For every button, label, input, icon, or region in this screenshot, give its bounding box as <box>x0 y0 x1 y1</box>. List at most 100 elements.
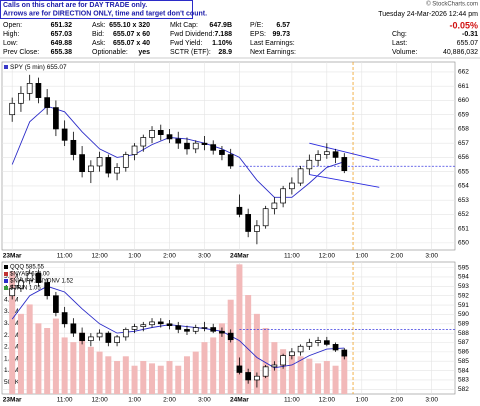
candle-body <box>96 157 103 167</box>
y-tick-label: 586 <box>458 349 469 356</box>
stat-value: yes <box>138 49 150 56</box>
legend-swatch <box>4 279 8 283</box>
legend-swatch <box>4 272 8 276</box>
quote-value: 40,886,032 <box>443 49 478 56</box>
volume-bar <box>131 365 138 394</box>
candle-body <box>289 351 295 356</box>
title-swatch <box>4 65 8 69</box>
chart-title: SPY (5 min) 655.07 <box>10 64 67 71</box>
candle-body <box>227 154 234 167</box>
candle-body <box>219 149 225 155</box>
volume-bar <box>17 313 24 394</box>
y-tick-label: 658 <box>458 126 469 133</box>
candle-body <box>26 83 33 94</box>
stat-value: 647.9B <box>209 22 232 29</box>
y-tick-label: 589 <box>458 321 469 328</box>
candle-body <box>35 272 42 283</box>
stat-label: Last Earnings: <box>250 40 295 47</box>
volume-bar <box>218 323 225 394</box>
candle-body <box>88 336 94 341</box>
volume-bar <box>192 351 199 394</box>
volume-bar <box>122 356 129 394</box>
candle-body <box>175 325 182 330</box>
candle-body <box>341 157 348 172</box>
candle-body <box>114 336 120 343</box>
y-tick-label: 588 <box>458 330 469 337</box>
candle-body <box>149 130 155 138</box>
stat-value: 651.32 <box>51 22 73 29</box>
candle-body <box>192 142 199 150</box>
candle-body <box>70 323 77 334</box>
y-tick-label: 651 <box>458 225 469 232</box>
x-tick-label: 12:00 <box>91 253 108 260</box>
legend-entry: $NYUPV:$NYDNV 1.52 <box>10 279 74 285</box>
legend-swatch <box>4 286 8 290</box>
candle-body <box>332 151 339 158</box>
candle-body <box>184 142 190 150</box>
stat-value: 657.03 <box>51 31 73 38</box>
stat-label: P/E: <box>250 22 263 29</box>
y-tick-label: 654 <box>458 183 469 190</box>
x-tick-label: 2:00 <box>390 253 403 260</box>
x-tick-label: 23Mar <box>3 253 22 260</box>
candle-body <box>157 130 164 135</box>
volume-bar <box>262 328 269 394</box>
volume-bar <box>157 365 164 394</box>
candle-body <box>53 295 59 313</box>
y-tick-label: 590 <box>458 311 469 318</box>
x-tick-label: 12:00 <box>319 397 336 404</box>
volume-bar <box>253 313 260 394</box>
volume-bar <box>87 346 94 394</box>
x-tick-label: 2:00 <box>163 253 176 260</box>
stat-label: Prev Close: <box>3 49 39 56</box>
y-tick-label: 660 <box>458 97 469 104</box>
candle-body <box>271 364 278 368</box>
volume-bar <box>323 361 330 394</box>
x-tick-label: 1:00 <box>355 253 368 260</box>
volume-bar <box>96 351 103 394</box>
volume-bar <box>227 299 234 394</box>
legend-entry: $TRIN 1.05 <box>10 286 41 292</box>
stat-value: 655.10 x 320 <box>109 22 150 29</box>
notice-box <box>0 0 193 19</box>
y-tick-label: 583 <box>458 377 469 384</box>
x-tick-label: 24Mar <box>230 253 249 260</box>
volume-bar <box>61 337 68 394</box>
candle-body <box>18 92 24 104</box>
quote-value: 655.07 <box>457 40 479 47</box>
volume-bar <box>210 337 217 394</box>
x-tick-label: 11:00 <box>284 397 300 404</box>
x-tick-label: 2:00 <box>163 397 176 404</box>
candle-body <box>61 312 68 325</box>
candle-body <box>61 128 68 141</box>
volume-bar <box>297 356 304 394</box>
stat-value: 655.07 x 60 <box>113 31 150 38</box>
stat-label: Open: <box>3 22 22 29</box>
x-tick-label: 12:00 <box>91 397 108 404</box>
candle-body <box>201 142 208 145</box>
x-tick-label: 12:00 <box>319 253 336 260</box>
y-tick-label: 584 <box>458 367 469 374</box>
x-tick-label: 3:00 <box>425 253 438 260</box>
legend-entry: QQQ 585.55 <box>10 265 45 271</box>
stat-value: 28.9 <box>218 49 232 56</box>
candle-body <box>323 151 330 155</box>
quote-label: Last: <box>392 40 407 47</box>
x-tick-label: 24Mar <box>230 397 249 404</box>
y-tick-label: 591 <box>458 302 469 309</box>
x-tick-label: 23Mar <box>3 397 22 404</box>
candle-body <box>26 272 33 282</box>
candle-body <box>184 329 190 332</box>
candle-body <box>105 157 112 174</box>
volume-bar <box>52 318 59 394</box>
candle-body <box>79 154 85 173</box>
candle-body <box>262 366 269 377</box>
y-tick-label: 594 <box>458 274 469 281</box>
legend-swatch <box>4 265 8 269</box>
volume-bar <box>175 365 182 394</box>
credit: © StockCharts.com <box>426 1 478 8</box>
candle-body <box>140 137 147 147</box>
candle-body <box>210 144 217 151</box>
candle-body <box>192 327 199 332</box>
